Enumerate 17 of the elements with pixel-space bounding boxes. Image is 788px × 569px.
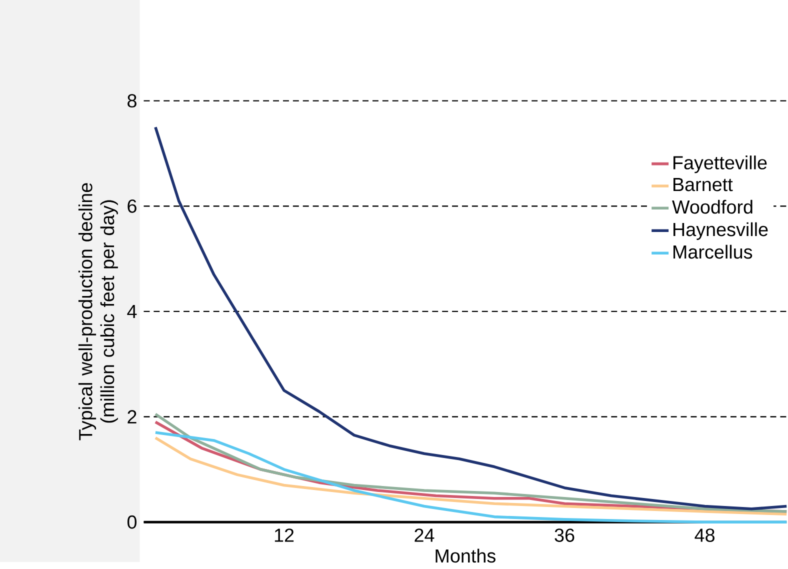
legend-label: Marcellus: [674, 244, 752, 259]
y-axis-title: Typical well-production decline (million cubic feet per day): [78, 183, 118, 440]
legend-label: Barnett: [674, 178, 733, 192]
legend-label: Fayetteville: [674, 156, 767, 174]
x-tick-label: 12: [274, 528, 294, 542]
y-tick-label: 0: [127, 515, 137, 529]
legend-label: Woodford: [672, 200, 752, 214]
x-tick-label: 36: [554, 528, 574, 542]
line-series: [154, 126, 788, 510]
y-tick-label: 2: [128, 410, 136, 424]
x-tick-label: 48: [694, 528, 714, 542]
x-axis-title: Months: [436, 548, 496, 563]
legend-label: Haynesville: [674, 222, 768, 240]
y-tick-label: 6: [128, 199, 136, 213]
y-tick-label: 8: [128, 94, 136, 108]
x-tick-label: 24: [414, 528, 434, 542]
y-tick-label: 4: [127, 304, 137, 318]
